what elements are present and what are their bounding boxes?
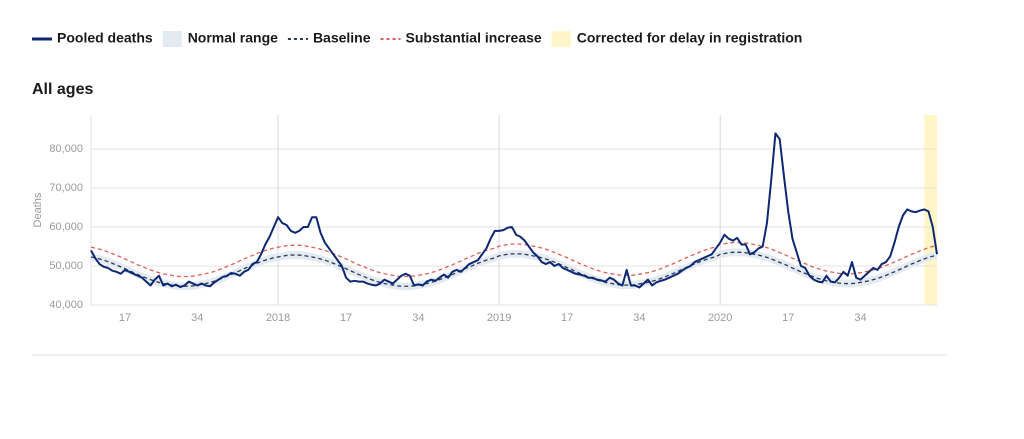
y-axis-label: Deaths [32, 192, 44, 227]
reference-line [90, 241, 938, 278]
legend-label: Substantial increase [406, 30, 542, 46]
x-tick-label: 2020 [708, 312, 732, 324]
data-line [90, 132, 938, 289]
reference-line [90, 251, 938, 287]
x-tick-label: 17 [340, 312, 352, 324]
y-tick-label: 50,000 [49, 260, 83, 272]
y-tick-label: 60,000 [49, 221, 83, 233]
x-tick-label: 34 [191, 312, 203, 324]
x-tick-label: 2018 [266, 312, 290, 324]
chart-title: All ages [32, 81, 93, 98]
normal-range-band [91, 248, 937, 291]
legend-label: Normal range [188, 30, 278, 46]
y-tick-label: 40,000 [49, 299, 83, 311]
y-tick-label: 70,000 [49, 182, 83, 194]
x-tick-label: 34 [854, 312, 866, 324]
x-tick-label: 2019 [487, 312, 511, 324]
x-tick-label: 17 [119, 312, 131, 324]
legend-label: Baseline [313, 30, 371, 46]
legend-label: Corrected for delay in registration [577, 30, 803, 46]
x-tick-label: 34 [412, 312, 424, 324]
legend-label: Pooled deaths [57, 30, 153, 46]
legend-swatch [162, 31, 182, 47]
x-tick-label: 34 [633, 312, 645, 324]
x-tick-label: 17 [561, 312, 573, 324]
y-tick-label: 80,000 [49, 143, 83, 155]
x-tick-label: 17 [782, 312, 794, 324]
legend-swatch [551, 31, 571, 47]
